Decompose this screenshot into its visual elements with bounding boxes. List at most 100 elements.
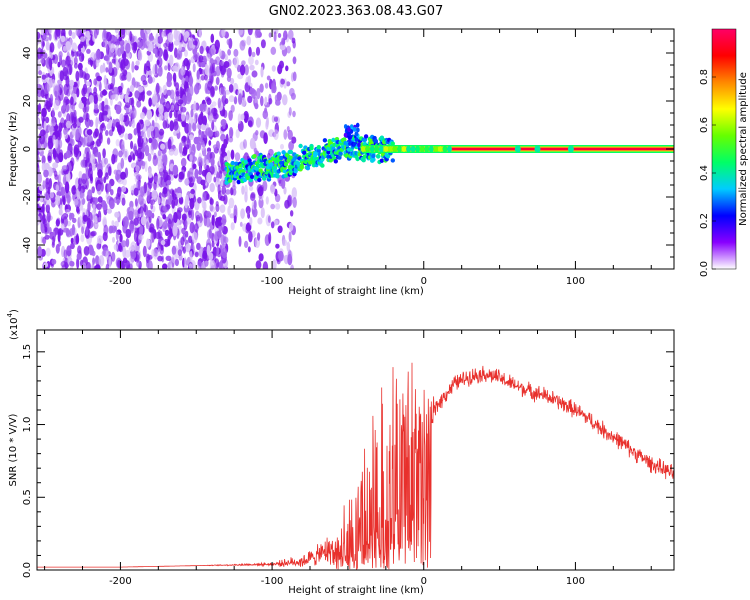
heatmap-noise-cell	[181, 29, 186, 35]
heatmap-noise-cell	[106, 137, 111, 145]
heatmap-ridge-cell	[354, 137, 359, 143]
heatmap-noise-cell	[255, 260, 262, 269]
heatmap-noise-cell	[122, 186, 127, 193]
heatmap-noise-cell	[228, 197, 235, 209]
heatmap-noise-cell	[231, 184, 237, 191]
heatmap-noise-cell	[80, 234, 85, 243]
heatmap-noise-cell	[75, 233, 79, 245]
heatmap-noise-cell	[115, 108, 121, 115]
heatmap-noise-cell	[209, 115, 213, 124]
heatmap-noise-cell	[53, 170, 58, 177]
heatmap-noise-cell	[80, 40, 84, 49]
heatmap-ridge-cell	[257, 177, 262, 183]
heatmap-noise-cell	[169, 120, 174, 132]
heatmap-ridge-cell	[316, 145, 321, 150]
heatmap-noise-cell	[102, 110, 108, 116]
heatmap-noise-cell	[211, 240, 215, 248]
heatmap-noise-cell	[157, 149, 162, 157]
heatmap-noise-cell	[42, 212, 46, 225]
heatmap-noise-cell	[275, 99, 281, 106]
heatmap-noise-cell	[39, 196, 44, 203]
heatmap-x-tick-label: -200	[109, 276, 132, 287]
heatmap-ridge-cell	[376, 154, 381, 159]
colorbar: 0.0 0.2 0.4 0.6 0.8 Normalized spectral ampl…	[699, 28, 749, 277]
heatmap-noise-cell	[205, 216, 211, 228]
heatmap-ridge-cell	[309, 146, 314, 151]
heatmap-noise-cell	[155, 231, 161, 240]
heatmap-noise-cell	[185, 230, 189, 238]
heatmap-noise-cell	[260, 39, 266, 49]
heatmap-noise-cell	[37, 117, 40, 129]
snr-series-line	[37, 362, 674, 570]
heatmap-noise-cell	[168, 148, 175, 156]
heatmap-noise-cell	[148, 172, 153, 178]
heatmap-noise-cell	[91, 186, 95, 194]
heatmap-noise-cell	[69, 79, 75, 87]
heatmap-noise-cell	[149, 223, 155, 234]
heatmap-ridge-cells	[224, 122, 395, 185]
heatmap-noise-cell	[65, 120, 71, 129]
heatmap-ridge-cell	[252, 154, 257, 159]
heatmap-noise-cell	[185, 194, 189, 206]
heatmap-noise-cell	[90, 52, 97, 61]
heatmap-noise-cell	[130, 250, 137, 260]
heatmap-noise-cell	[133, 230, 138, 242]
heatmap-noise-cell	[153, 248, 158, 260]
heatmap-noise-cell	[290, 264, 294, 269]
heatmap-noise-cell	[116, 61, 120, 71]
heatmap-noise-cell	[188, 210, 192, 216]
heatmap-noise-cell	[48, 57, 52, 68]
heatmap-noise-cell	[152, 138, 158, 150]
heatmap-noise-cell	[139, 186, 145, 198]
heatmap-noise-cell	[134, 198, 138, 207]
snr-y-tick-label: 1.0	[22, 417, 33, 433]
figure-title: GN02.2023.363.08.43.G07	[269, 4, 444, 19]
heatmap-noise-cell	[154, 63, 158, 75]
heatmap-noise-cell	[209, 86, 215, 98]
heatmap-noise-cell	[45, 132, 49, 143]
heatmap-noise-cell	[117, 178, 124, 185]
snr-scale-suffix: )	[9, 309, 20, 313]
heatmap-noise-cell	[169, 110, 173, 119]
heatmap-noise-cell	[257, 217, 263, 225]
heatmap-noise-cell	[289, 87, 295, 97]
heatmap-noise-cell	[141, 91, 145, 102]
heatmap-noise-cell	[206, 210, 211, 217]
heatmap-noise-cell	[149, 35, 155, 41]
heatmap-noise-cell	[188, 122, 192, 134]
heatmap-noise-cell	[222, 89, 227, 101]
heatmap-noise-cell	[233, 48, 239, 57]
heatmap-noise-cell	[244, 191, 248, 203]
heatmap-noise-cell	[151, 249, 155, 258]
heatmap-noise-cell	[248, 56, 254, 66]
heatmap-noise-cell	[287, 129, 293, 140]
heatmap-band-cell	[365, 146, 371, 152]
heatmap-noise-cell	[254, 59, 259, 66]
heatmap-noise-cell	[208, 228, 212, 239]
heatmap-noise-cell	[247, 29, 253, 36]
heatmap-noise-cell	[111, 66, 118, 77]
heatmap-noise-cell	[230, 222, 235, 231]
heatmap-noise-cell	[165, 255, 172, 261]
heatmap-noise-cell	[59, 204, 63, 211]
heatmap-noise-cell	[134, 64, 139, 71]
heatmap-noise-cell	[216, 246, 220, 256]
heatmap-noise-cell	[188, 134, 194, 141]
heatmap-noise-cell	[213, 112, 219, 120]
heatmap-noise-cell	[90, 231, 96, 237]
heatmap-noise-cell	[99, 159, 103, 168]
heatmap-noise-cell	[167, 218, 172, 231]
heatmap-noise-cell	[126, 212, 131, 221]
heatmap-noise-cell	[247, 120, 253, 127]
heatmap-noise-cell	[68, 29, 73, 37]
heatmap-x-ticks: -200 -100 0 100	[44, 29, 652, 287]
heatmap-ridge-cell	[258, 168, 263, 173]
heatmap-noise-cell	[234, 152, 241, 162]
heatmap-noise-cell	[75, 29, 82, 37]
heatmap-noise-cell	[87, 59, 93, 65]
heatmap-noise-cell	[235, 128, 240, 139]
heatmap-noise-cell	[44, 82, 50, 95]
heatmap-noise-cell	[206, 244, 211, 256]
heatmap-noise-cell	[49, 42, 55, 53]
heatmap-noise-cell	[73, 56, 78, 65]
